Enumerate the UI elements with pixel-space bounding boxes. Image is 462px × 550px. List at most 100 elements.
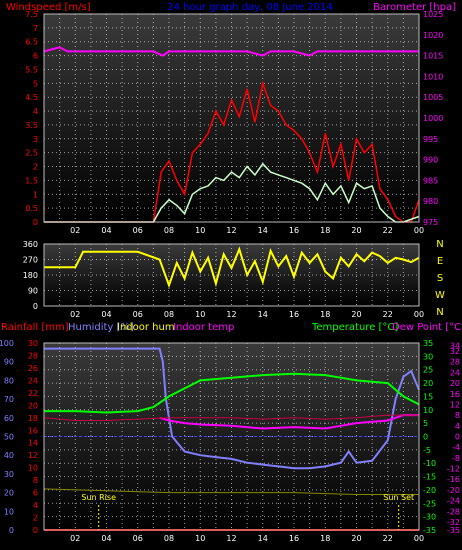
- direction-tick: 180: [23, 271, 38, 280]
- rain-tick: 28: [28, 351, 38, 360]
- barometer-tick: 1010: [423, 72, 443, 81]
- indoor-hum-line: [43, 488, 419, 495]
- x-tick-label: 06: [133, 226, 143, 235]
- x-tick-label: 20: [351, 534, 361, 543]
- windspeed-tick: 0.5: [25, 204, 38, 213]
- windspeed-tick: 3: [33, 135, 38, 144]
- dewpoint-tick: 20: [450, 379, 460, 388]
- sun-marker-label: Sun Set: [383, 493, 414, 502]
- indoor-temp-label: Indoor temp: [173, 322, 234, 333]
- humidity-tick: 60: [4, 414, 14, 423]
- x-tick-label: 04: [101, 226, 111, 235]
- x-tick-label: 00: [414, 534, 424, 543]
- barometer-tick: 1005: [423, 93, 443, 102]
- windspeed-axis-label: Windspeed [m/s]: [6, 2, 91, 13]
- windspeed-tick: 5.5: [25, 65, 38, 74]
- temperature-line: [44, 372, 420, 414]
- windspeed-tick: 1.5: [25, 176, 38, 185]
- dewpoint-tick: 16: [450, 390, 460, 399]
- rain-tick: 2: [33, 514, 38, 523]
- x-tick-label: 18: [320, 226, 330, 235]
- barometer-tick: 1000: [423, 114, 443, 123]
- temperature-tick: 20: [423, 379, 433, 388]
- rain-tick: 22: [28, 389, 38, 398]
- compass-label: S: [437, 273, 443, 284]
- direction-tick: 0: [33, 302, 38, 311]
- x-tick-label: 16: [289, 534, 299, 543]
- x-tick-label: 02: [70, 310, 80, 319]
- compass-label: N: [436, 239, 443, 250]
- dewpoint-tick: 34: [450, 342, 460, 351]
- temperature-tick: 35: [423, 339, 433, 348]
- temperature-tick: -10: [423, 459, 436, 468]
- rain-tick: 20: [28, 401, 38, 410]
- humidity-tick: 80: [4, 376, 14, 385]
- barometer-tick: 1025: [423, 10, 443, 19]
- barometer-tick: 1020: [423, 31, 443, 40]
- barometer-tick: 995: [423, 135, 438, 144]
- barometer-tick: 1015: [423, 52, 443, 61]
- panel3-frame: [43, 342, 420, 531]
- windspeed-tick: 1: [33, 190, 38, 199]
- x-tick-label: 20: [351, 310, 361, 319]
- dewpoint-tick: -28: [447, 507, 460, 516]
- x-tick-label: 18: [320, 534, 330, 543]
- rain-tick: 26: [28, 364, 38, 373]
- humidity-tick: 10: [4, 507, 14, 516]
- temperature-tick: 15: [423, 392, 433, 401]
- x-tick-label: 00: [414, 226, 424, 235]
- x-tick-label: 20: [351, 226, 361, 235]
- barometer-tick: 985: [423, 176, 438, 185]
- temperature-tick: 5: [423, 419, 428, 428]
- humidity-tick: 20: [4, 489, 14, 498]
- dewpoint-tick: 4: [455, 422, 460, 431]
- compass-label: E: [437, 256, 443, 267]
- dewpoint-tick: 8: [455, 411, 460, 420]
- rain-tick: 6: [33, 489, 38, 498]
- dewpoint-tick: 0: [455, 433, 460, 442]
- x-tick-label: 06: [133, 534, 143, 543]
- rain-tick: 14: [28, 439, 38, 448]
- temperature-tick: 30: [423, 352, 433, 361]
- temperature-tick: -30: [423, 513, 436, 522]
- windspeed-tick: 7.5: [25, 10, 38, 19]
- dewpoint-tick: -8: [452, 454, 460, 463]
- indoor-hum-label: Indoor hum: [117, 322, 175, 333]
- rain-tick: 16: [28, 426, 38, 435]
- chart-title: 24 hour graph day, 08 June 2014: [167, 2, 333, 13]
- x-tick-label: 08: [164, 534, 174, 543]
- rainfall-label: Rainfall [mm]: [1, 322, 69, 333]
- wind-speed-line: [44, 162, 420, 223]
- x-tick-label: 12: [226, 534, 236, 543]
- x-tick-label: 08: [164, 226, 174, 235]
- rain-tick: 18: [28, 414, 38, 423]
- dew-point-line: [159, 414, 419, 430]
- x-tick-label: 16: [289, 226, 299, 235]
- sun-marker-label: Sun Rise: [81, 493, 116, 502]
- rain-tick: 24: [28, 376, 38, 385]
- dewpoint-label: Dew Point [°C]: [392, 322, 462, 333]
- humidity-tick: 100: [0, 339, 14, 348]
- dewpoint-tick: -24: [447, 497, 460, 506]
- barometer-tick: 990: [423, 156, 438, 165]
- x-tick-label: 08: [164, 310, 174, 319]
- humidity-tick: 40: [4, 451, 14, 460]
- x-tick-label: 10: [195, 226, 205, 235]
- humidity-tick: 30: [4, 470, 14, 479]
- x-tick-label: 22: [383, 310, 393, 319]
- x-tick-label: 02: [70, 534, 80, 543]
- dewpoint-tick: -20: [447, 486, 460, 495]
- humidity-tick: 0: [9, 526, 14, 535]
- x-tick-label: 22: [383, 226, 393, 235]
- barometer-tick: 980: [423, 197, 438, 206]
- windspeed-tick: 6.5: [25, 38, 38, 47]
- compass-label: W: [435, 290, 445, 301]
- dewpoint-tick: -16: [447, 475, 460, 484]
- dewpoint-tick: -4: [452, 443, 460, 452]
- x-tick-label: 18: [320, 310, 330, 319]
- dewpoint-tick: 24: [450, 368, 460, 377]
- x-tick-label: 04: [101, 534, 111, 543]
- rain-tick: 0: [33, 526, 38, 535]
